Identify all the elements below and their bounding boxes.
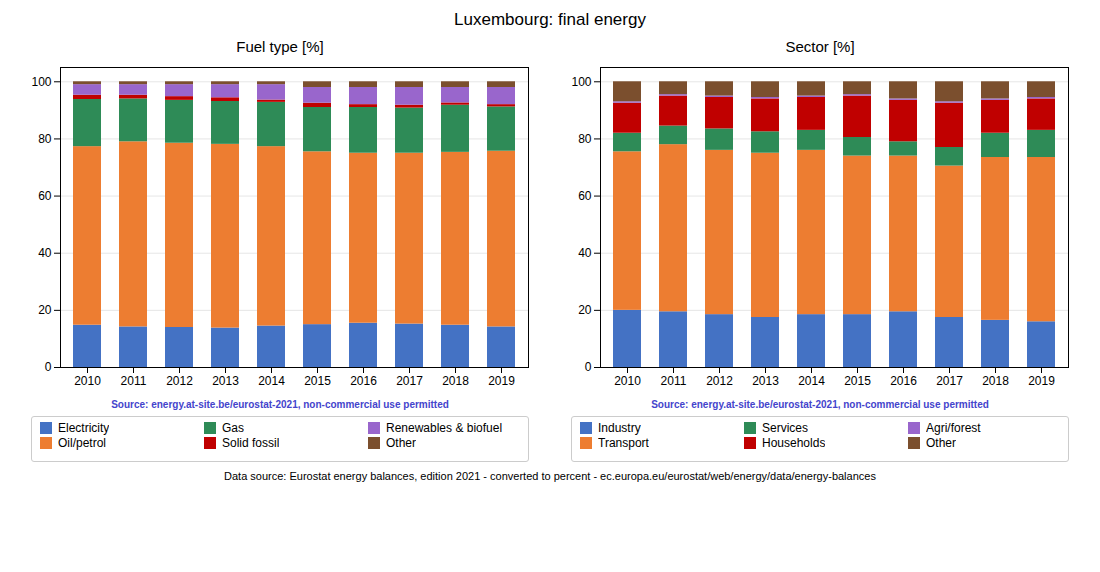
svg-text:80: 80: [578, 132, 592, 146]
svg-text:2016: 2016: [890, 374, 917, 388]
svg-text:0: 0: [585, 360, 592, 374]
html-text:Households: Households: [762, 436, 826, 450]
svg-text:100: 100: [31, 75, 51, 89]
svg-text:20: 20: [578, 303, 592, 317]
html-text:Electricity: Electricity: [58, 421, 110, 435]
html-text:Gas: Gas: [222, 421, 244, 435]
svg-text:2014: 2014: [798, 374, 825, 388]
html-text:Other: Other: [926, 436, 956, 450]
svg-text:2010: 2010: [614, 374, 641, 388]
svg-text:40: 40: [578, 246, 592, 260]
html-text:Transport: Transport: [598, 436, 649, 450]
html-text:Industry: Industry: [598, 421, 641, 435]
html-text:Services: Services: [762, 421, 808, 435]
html-text:Luxembourg: final energy: Luxembourg: final energy: [454, 10, 646, 29]
svg-text:60: 60: [578, 189, 592, 203]
svg-text:2013: 2013: [752, 374, 779, 388]
svg-text:2016: 2016: [350, 374, 377, 388]
svg-text:2019: 2019: [488, 374, 515, 388]
svg-text:2019: 2019: [1028, 374, 1055, 388]
html-text:Sector [%]: Sector [%]: [785, 38, 855, 55]
svg-text:2013: 2013: [212, 374, 239, 388]
svg-text:0: 0: [45, 360, 52, 374]
svg-text:2010: 2010: [74, 374, 101, 388]
html-text:Source: energy.at-site.be/euro: Source: energy.at-site.be/eurostat-2021,…: [651, 399, 989, 410]
html-text:Oil/petrol: Oil/petrol: [58, 436, 106, 450]
html-text:Solid fossil: Solid fossil: [222, 436, 280, 450]
html-text:Agri/forest: Agri/forest: [926, 421, 981, 435]
html-text:Data source: Eurostat energy b: Data source: Eurostat energy balances, e…: [224, 470, 876, 482]
svg-text:2012: 2012: [166, 374, 193, 388]
svg-text:80: 80: [38, 132, 52, 146]
svg-text:2015: 2015: [304, 374, 331, 388]
svg-text:60: 60: [38, 189, 52, 203]
svg-text:2011: 2011: [661, 374, 687, 388]
svg-text:2012: 2012: [706, 374, 733, 388]
svg-text:2017: 2017: [396, 374, 423, 388]
svg-text:2018: 2018: [982, 374, 1009, 388]
html-text:Source: energy.at-site.be/euro: Source: energy.at-site.be/eurostat-2021,…: [111, 399, 449, 410]
html-text:Other: Other: [386, 436, 416, 450]
svg-text:2011: 2011: [121, 374, 147, 388]
html-text:Fuel type [%]: Fuel type [%]: [236, 38, 324, 55]
svg-text:20: 20: [38, 303, 52, 317]
svg-text:100: 100: [571, 75, 591, 89]
svg-text:2017: 2017: [936, 374, 963, 388]
svg-text:40: 40: [38, 246, 52, 260]
html-text:Renewables & biofuel: Renewables & biofuel: [386, 421, 503, 435]
svg-text:2014: 2014: [258, 374, 285, 388]
svg-text:2018: 2018: [442, 374, 469, 388]
svg-text:2015: 2015: [844, 374, 871, 388]
